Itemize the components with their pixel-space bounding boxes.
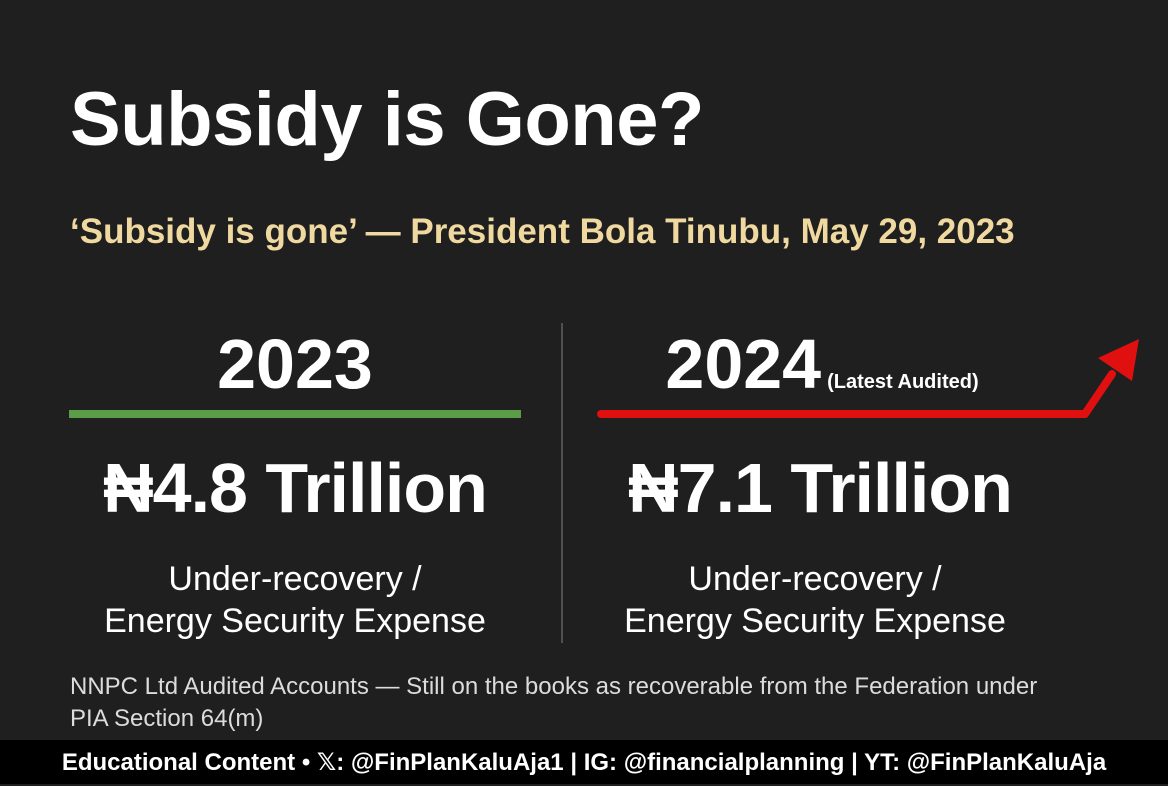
source-note: NNPC Ltd Audited Accounts — Still on the…	[70, 673, 1038, 732]
page-title: Subsidy is Gone?	[70, 77, 704, 162]
amount-2024: ₦7.1 Trillion	[628, 449, 1013, 527]
latest-audited-note: (Latest Audited)	[827, 371, 979, 393]
description-2024: Under-recovery / Energy Security Expense	[580, 558, 1050, 642]
description-2024-line1: Under-recovery /	[688, 560, 942, 598]
footer-credits: Educational Content • 𝕏: @FinPlanKaluAja…	[0, 740, 1168, 784]
year-2023-text: 2023	[217, 325, 373, 403]
quote-subtitle: ‘Subsidy is gone’ — President Bola Tinub…	[70, 212, 1015, 251]
column-divider	[561, 323, 563, 643]
bar-2023	[69, 410, 521, 418]
description-2023-line1: Under-recovery /	[168, 560, 422, 598]
arrow-head	[1098, 339, 1139, 381]
year-2023-column: 2023	[60, 322, 530, 406]
year-2024-label: 2024 (Latest Audited)	[587, 322, 1057, 424]
amount-2023: ₦4.8 Trillion	[103, 449, 488, 527]
year-2024-column: 2024 (Latest Audited)	[587, 322, 1057, 424]
description-2023: Under-recovery / Energy Security Expense	[60, 558, 530, 642]
year-2023-label: 2023	[60, 322, 530, 406]
description-2024-line2: Energy Security Expense	[624, 602, 1006, 640]
year-2024-text: 2024	[665, 325, 822, 403]
description-2023-line2: Energy Security Expense	[104, 602, 486, 640]
